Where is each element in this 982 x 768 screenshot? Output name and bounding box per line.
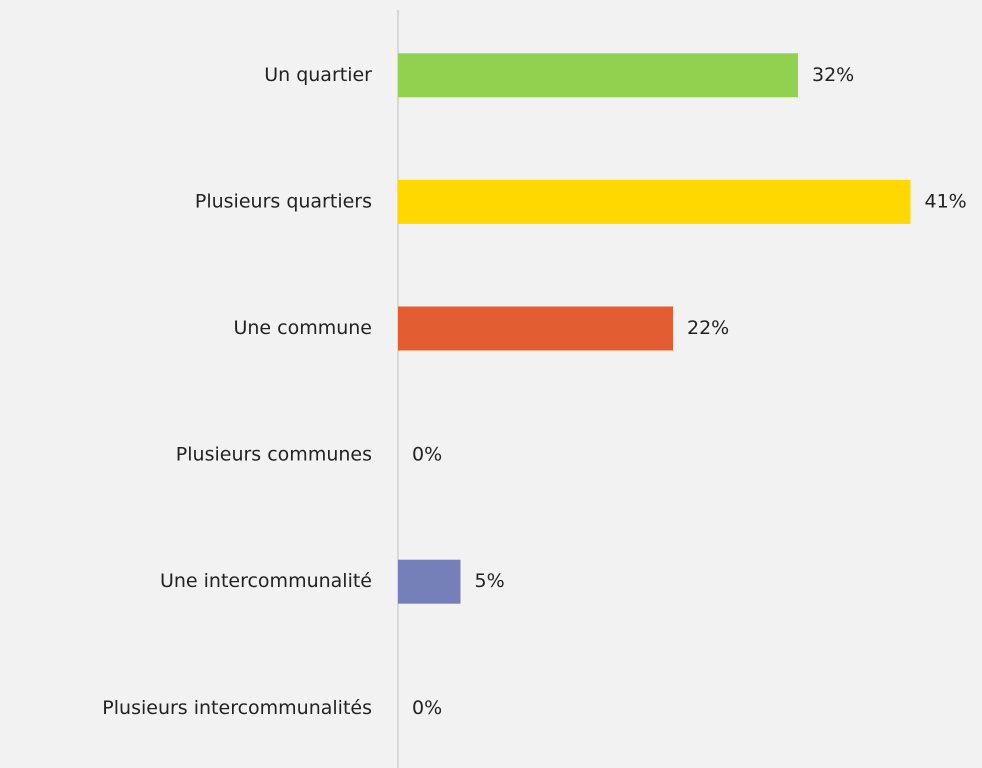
bar	[398, 306, 673, 351]
bar	[398, 179, 911, 224]
value-label: 0%	[412, 444, 442, 466]
category-label: Plusieurs intercommunalités	[102, 697, 372, 719]
category-label: Une intercommunalité	[160, 570, 372, 592]
value-label: 5%	[475, 570, 505, 592]
bar	[398, 559, 461, 604]
value-label: 41%	[925, 190, 967, 212]
category-label: Plusieurs communes	[176, 444, 372, 466]
category-label: Plusieurs quartiers	[195, 190, 372, 212]
value-label: 32%	[812, 64, 854, 86]
category-label: Un quartier	[264, 64, 372, 86]
value-label: 0%	[412, 697, 442, 719]
bar	[398, 53, 798, 98]
category-label: Une commune	[233, 317, 372, 339]
value-label: 22%	[687, 317, 729, 339]
